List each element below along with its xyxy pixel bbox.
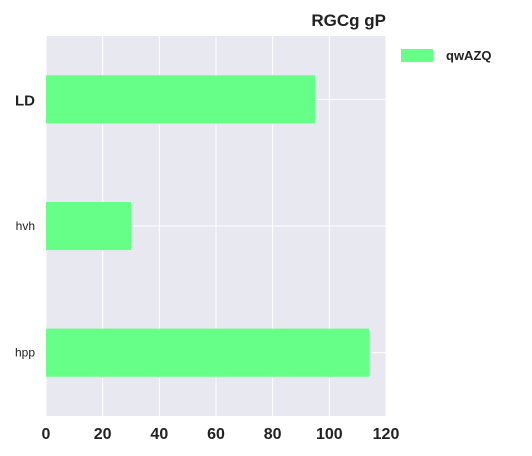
bar-LD: [46, 75, 316, 124]
x-tick-label: 120: [373, 426, 400, 443]
chart-title: RGCg gP: [311, 11, 386, 30]
y-axis-categories: LD hvh hpp: [15, 92, 35, 359]
bars: [46, 75, 369, 377]
x-tick-label: 0: [42, 426, 51, 443]
y-category-label: hpp: [15, 346, 35, 360]
legend: qwAZQ: [401, 48, 492, 63]
y-category-label: LD: [15, 92, 35, 109]
legend-label: qwAZQ: [446, 48, 492, 63]
x-tick-label: 80: [264, 426, 282, 443]
legend-swatch: [401, 49, 433, 62]
x-tick-label: 40: [150, 426, 168, 443]
x-tick-label: 20: [94, 426, 112, 443]
bar-hpp: [46, 328, 369, 377]
x-tick-label: 60: [207, 426, 225, 443]
x-tick-label: 100: [316, 426, 343, 443]
bar-hvh: [46, 201, 131, 251]
y-category-label: hvh: [16, 219, 35, 233]
x-axis-ticks: 0 20 40 60 80 100 120: [42, 426, 400, 443]
